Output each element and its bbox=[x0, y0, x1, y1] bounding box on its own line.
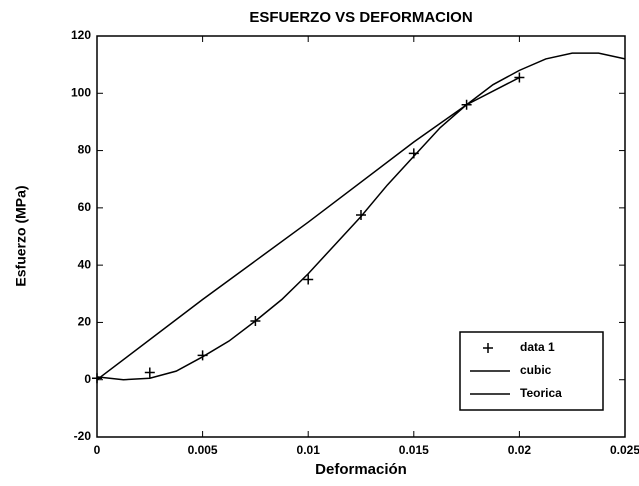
legend-marker bbox=[483, 343, 493, 353]
y-tick-label: 20 bbox=[78, 315, 92, 329]
y-tick-label: 120 bbox=[71, 28, 91, 42]
line bbox=[96, 52, 626, 381]
y-tick-label: 40 bbox=[78, 257, 92, 271]
legend-label: data 1 bbox=[520, 340, 555, 354]
x-axis-label: Deformación bbox=[315, 461, 407, 478]
y-tick-label: 60 bbox=[78, 200, 92, 214]
marker bbox=[144, 367, 155, 378]
marker bbox=[514, 72, 525, 83]
x-tick-label: 0 bbox=[94, 443, 101, 457]
y-tick-label: 0 bbox=[84, 372, 91, 386]
marker bbox=[92, 373, 102, 384]
line bbox=[96, 76, 520, 381]
x-tick-label: 0.005 bbox=[188, 443, 218, 457]
plot-frame bbox=[96, 35, 626, 438]
y-axis-label: Esfuerzo (MPa) bbox=[13, 185, 29, 286]
y-tick-label: 100 bbox=[71, 85, 91, 99]
marker bbox=[303, 274, 314, 285]
y-tick-label: -20 bbox=[74, 429, 92, 443]
x-tick-label: 0.02 bbox=[508, 443, 532, 457]
x-tick-label: 0.025 bbox=[610, 443, 639, 457]
chart-title: ESFUERZO VS DEFORMACION bbox=[249, 9, 472, 26]
x-tick-label: 0.01 bbox=[297, 443, 321, 457]
y-tick-label: 80 bbox=[78, 143, 92, 157]
marker bbox=[356, 210, 366, 221]
legend-label: Teorica bbox=[520, 386, 562, 400]
x-tick-label: 0.015 bbox=[399, 443, 429, 457]
legend-label: cubic bbox=[520, 363, 552, 377]
